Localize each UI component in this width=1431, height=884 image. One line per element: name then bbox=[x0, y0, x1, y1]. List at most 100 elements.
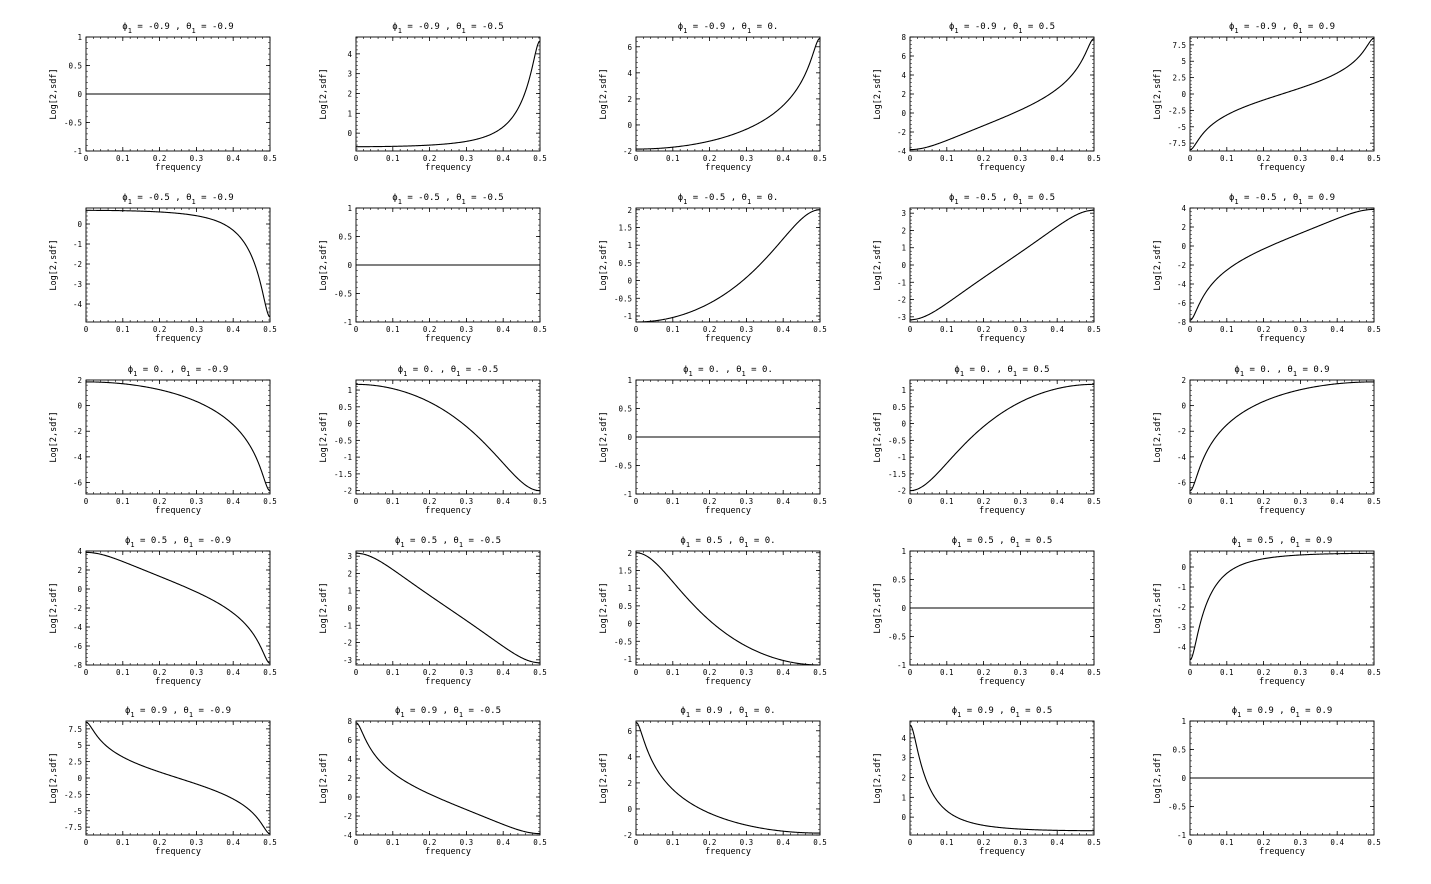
theta-symbol: θ bbox=[1293, 193, 1298, 203]
y-tick-label: 0 bbox=[1181, 774, 1186, 783]
subplot: ϕ1 = 0. , θ1 = 0.50 0.1 0.2 0.3 0.4 0.5-2-1.5… bbox=[873, 365, 1101, 516]
x-axis-label: frequency bbox=[155, 506, 201, 516]
spectral-density-line bbox=[86, 551, 271, 664]
x-tick-label: 0.3 bbox=[460, 668, 474, 677]
y-tick-label: 1 bbox=[1181, 717, 1186, 726]
equals-sign: = bbox=[690, 706, 706, 716]
phi-subscript: 1 bbox=[403, 370, 407, 378]
y-tick-label: -0.5 bbox=[888, 633, 906, 642]
phi-subscript: 1 bbox=[130, 711, 134, 719]
y-tick-label: 2 bbox=[627, 95, 632, 104]
x-tick-label: 0.5 bbox=[1367, 668, 1381, 677]
phi-subscript: 1 bbox=[954, 198, 958, 206]
y-axis-label: Log[2,sdf] bbox=[49, 752, 59, 803]
y-tick-label: 3 bbox=[347, 70, 352, 79]
phi-value: 0.5 bbox=[706, 536, 722, 546]
equals-sign: = bbox=[190, 365, 206, 375]
x-tick-label: 0.5 bbox=[1087, 154, 1101, 163]
y-tick-label: -2 bbox=[343, 487, 352, 496]
equals-sign: = bbox=[961, 706, 977, 716]
phi-subscript: 1 bbox=[128, 27, 132, 35]
y-axis-label: Log[2,sdf] bbox=[1153, 752, 1163, 803]
x-tick-label: 0.1 bbox=[116, 154, 130, 163]
subplot: ϕ1 = 0.5 , θ1 = -0.50 0.1 0.2 0.3 0.4 0.5-3-2… bbox=[319, 536, 547, 687]
phi-symbol: ϕ bbox=[392, 193, 397, 203]
x-tick-label: 0 bbox=[1188, 497, 1193, 506]
equals-sign: = bbox=[193, 706, 209, 716]
phi-value: -0.9 bbox=[975, 22, 997, 32]
theta-subscript: 1 bbox=[742, 370, 746, 378]
equals-sign: = bbox=[959, 193, 975, 203]
x-tick-label: 0.1 bbox=[1220, 497, 1234, 506]
x-tick-label: 0.1 bbox=[666, 838, 680, 847]
y-tick-label: -2 bbox=[897, 128, 906, 137]
y-axis-label: Log[2,sdf] bbox=[319, 411, 329, 462]
separator: , bbox=[440, 22, 456, 32]
plot-frame bbox=[1189, 207, 1375, 323]
x-tick-label: 0.4 bbox=[1050, 154, 1064, 163]
subplot-title: ϕ1 = 0.9 , θ1 = 0.9 bbox=[1232, 706, 1333, 719]
y-tick-label: 1 bbox=[347, 109, 352, 118]
y-axis-label: Log[2,sdf] bbox=[599, 582, 609, 633]
equals-sign: = bbox=[463, 706, 479, 716]
theta-subscript: 1 bbox=[189, 541, 193, 549]
separator: , bbox=[994, 536, 1010, 546]
y-tick-label: -0.5 bbox=[614, 294, 632, 303]
phi-value: 0.9 bbox=[706, 706, 722, 716]
theta-symbol: θ bbox=[1293, 22, 1298, 32]
x-tick-label: 0.5 bbox=[263, 325, 277, 334]
y-tick-label: -1 bbox=[1177, 831, 1186, 840]
x-tick-label: 0.2 bbox=[703, 668, 717, 677]
spectral-density-line bbox=[1189, 37, 1375, 151]
y-axis-label: Log[2,sdf] bbox=[873, 68, 883, 119]
x-tick-label: 0 bbox=[634, 154, 639, 163]
x-axis-label: frequency bbox=[705, 163, 751, 173]
phi-subscript: 1 bbox=[686, 541, 690, 549]
separator: , bbox=[167, 536, 183, 546]
theta-value: -0.5 bbox=[479, 536, 501, 546]
subplot-title: ϕ1 = -0.5 , θ1 = 0.9 bbox=[1229, 193, 1335, 206]
x-tick-label: 0.3 bbox=[460, 154, 474, 163]
y-tick-label: -0.5 bbox=[1168, 803, 1186, 812]
y-tick-label: 0 bbox=[627, 620, 632, 629]
y-tick-label: 0 bbox=[627, 805, 632, 814]
phi-subscript: 1 bbox=[686, 711, 690, 719]
subplot: ϕ1 = 0.5 , θ1 = 0.0 0.1 0.2 0.3 0.4 0.5-1-0.5… bbox=[599, 536, 827, 687]
y-tick-label: 0 bbox=[347, 261, 352, 270]
y-tick-label: -1 bbox=[623, 655, 632, 664]
y-tick-label: -3 bbox=[73, 280, 82, 289]
equals-sign: = bbox=[1020, 536, 1036, 546]
x-tick-label: 0 bbox=[84, 668, 89, 677]
plot-frame bbox=[355, 36, 541, 152]
y-tick-label: -1 bbox=[623, 312, 632, 321]
phi-subscript: 1 bbox=[398, 198, 402, 206]
x-tick-label: 0.3 bbox=[1294, 497, 1308, 506]
subplot-title: ϕ1 = 0.9 , θ1 = -0.5 bbox=[395, 706, 501, 719]
phi-symbol: ϕ bbox=[954, 365, 959, 375]
y-tick-label: 2.5 bbox=[68, 758, 82, 767]
plot-frame bbox=[909, 720, 1095, 836]
phi-symbol: ϕ bbox=[1232, 706, 1237, 716]
x-tick-label: 0.1 bbox=[1220, 668, 1234, 677]
x-axis-label: frequency bbox=[425, 506, 471, 516]
separator: , bbox=[725, 193, 741, 203]
y-tick-label: -0.5 bbox=[614, 637, 632, 646]
theta-symbol: θ bbox=[183, 706, 188, 716]
plot-frame bbox=[355, 379, 541, 495]
x-tick-label: 0.2 bbox=[423, 497, 437, 506]
y-tick-label: 0 bbox=[627, 433, 632, 442]
phi-symbol: ϕ bbox=[680, 536, 685, 546]
y-tick-label: 0 bbox=[77, 402, 82, 411]
x-axis-label: frequency bbox=[979, 847, 1025, 857]
spectral-density-line bbox=[1189, 381, 1374, 492]
y-tick-label: 1 bbox=[627, 584, 632, 593]
x-tick-label: 0.4 bbox=[226, 154, 240, 163]
x-tick-label: 0.3 bbox=[1294, 154, 1308, 163]
subplot-title: ϕ1 = -0.9 , θ1 = 0.5 bbox=[949, 22, 1055, 35]
separator: , bbox=[437, 706, 453, 716]
x-tick-label: 0 bbox=[84, 154, 89, 163]
y-tick-label: -2 bbox=[73, 260, 82, 269]
x-tick-label: 0.4 bbox=[776, 154, 790, 163]
y-tick-label: 2 bbox=[347, 774, 352, 783]
spectral-density-line bbox=[909, 209, 1095, 321]
